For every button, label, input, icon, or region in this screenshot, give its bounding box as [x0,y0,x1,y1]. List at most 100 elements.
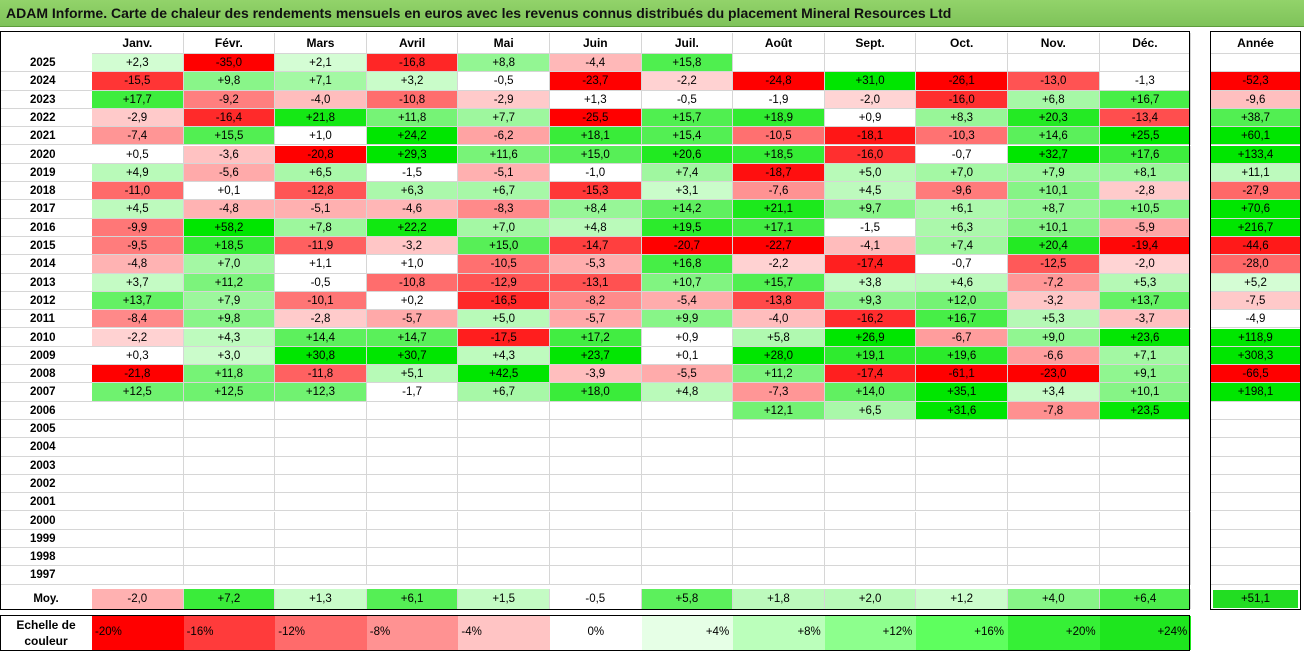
heatmap-cell: +9,1 [1099,365,1192,384]
heatmap-cell: +8,8 [458,54,550,73]
average-cell: +6,1 [366,589,459,609]
month-header: Déc. [1099,33,1192,54]
heatmap-cell [550,529,642,549]
heatmap-cell [641,438,734,457]
annual-cell [1211,456,1300,475]
average-cell: +1,8 [733,589,825,609]
heatmap-cell [550,456,642,475]
month-header: Juil. [641,33,734,54]
annual-cell [1211,401,1300,420]
heatmap-cell: +7,9 [1008,163,1100,183]
heatmap-cell: +14,2 [641,200,734,219]
annual-cell: -7,5 [1211,291,1300,311]
heatmap-cell: +21,8 [275,108,367,128]
heatmap-cell: -14,7 [550,237,642,256]
heatmap-cell [916,566,1008,585]
heatmap-cell: -12,5 [1008,255,1100,274]
heatmap-cell: -0,5 [641,90,734,109]
heatmap-cell: +5,3 [1008,310,1100,329]
heatmap-cell: -5,7 [366,310,459,329]
heatmap-cell [916,529,1008,549]
heatmap-cell: +23,5 [1099,401,1192,420]
heatmap-cell [92,548,184,567]
heatmap-cell [275,493,367,512]
heatmap-cell [550,493,642,512]
heatmap-cell: -25,5 [550,108,642,128]
heatmap-cell: +13,7 [92,291,184,311]
heatmap-cell: -7,8 [1008,401,1100,420]
heatmap-cell: -4,8 [92,255,184,274]
heatmap-cell: +7,4 [641,163,734,183]
heatmap-cell: -5,4 [641,291,734,311]
heatmap-cell: +0,5 [92,145,184,164]
heatmap-cell [641,511,734,530]
heatmap-cell: +0,3 [92,346,184,366]
heatmap-cell: +3,7 [92,273,184,292]
heatmap-cell [733,420,825,439]
heatmap-cell: -4,8 [183,200,276,219]
heatmap-cell: +12,5 [92,383,184,402]
heatmap-cell [1008,493,1100,512]
heatmap-cell: -3,2 [366,237,459,256]
heatmap-cell: -2,2 [641,72,734,91]
month-header: Oct. [916,33,1008,54]
heatmap-cell [458,456,550,475]
heatmap-cell [1099,456,1192,475]
heatmap-cell: +6,7 [458,182,550,201]
heatmap-cell: +24,2 [366,127,459,146]
heatmap-cell [458,511,550,530]
heatmap-cell [275,566,367,585]
heatmap-cell: +12,1 [733,401,825,420]
heatmap-cell [1099,529,1192,549]
heatmap-cell [550,420,642,439]
heatmap-cell: +18,1 [550,127,642,146]
heatmap-cell: +7,1 [1099,346,1192,366]
heatmap-cell: +20,4 [1008,237,1100,256]
heatmap-cell [641,474,734,494]
heatmap-cell: -5,7 [550,310,642,329]
heatmap-cell: +17,1 [733,218,825,237]
heatmap-cell: -6,7 [916,328,1008,347]
heatmap-cell: +5,0 [458,310,550,329]
month-header: Janv. [92,33,184,54]
heatmap-cell: +1,1 [275,255,367,274]
color-scale-stop: -4% [458,616,550,650]
heatmap-cell: -3,2 [1008,291,1100,311]
heatmap-cell [733,456,825,475]
heatmap-cell: +0,9 [824,108,917,128]
heatmap-cell [550,474,642,494]
color-scale-stop: +20% [1008,616,1100,650]
heatmap-cell [458,420,550,439]
heatmap-cell: +3,4 [1008,383,1100,402]
heatmap-cell: -10,1 [275,291,367,311]
heatmap-cell: +13,7 [1099,291,1192,311]
heatmap-cell: -4,0 [733,310,825,329]
heatmap-cell [366,566,459,585]
heatmap-cell [1099,566,1192,585]
annual-cell [1211,438,1300,457]
heatmap-cell: +8,1 [1099,163,1192,183]
heatmap-cell: +6,8 [1008,90,1100,109]
heatmap-cell: +9,8 [183,72,276,91]
heatmap-cell: -1,0 [550,163,642,183]
year-label: 2004 [0,438,92,457]
heatmap-cell [183,529,276,549]
heatmap-cell [916,438,1008,457]
heatmap-cell: -7,6 [733,182,825,201]
heatmap-cell [275,548,367,567]
heatmap-cell: +20,3 [1008,108,1100,128]
annual-cell: -9,6 [1211,90,1300,109]
annual-cell [1211,420,1300,439]
heatmap-cell: +11,8 [366,108,459,128]
heatmap-cell: +35,1 [916,383,1008,402]
heatmap-cell: -13,0 [1008,72,1100,91]
year-label: 1998 [0,548,92,567]
heatmap-cell: +4,3 [458,346,550,366]
average-cell: +2,0 [824,589,917,609]
year-label: 2002 [0,475,92,494]
heatmap-cell: +26,9 [824,328,917,347]
heatmap-cell: +2,1 [275,54,367,73]
month-header: Avril [366,33,459,54]
heatmap-cell: +15,7 [733,273,825,292]
month-header: Août [733,33,825,54]
